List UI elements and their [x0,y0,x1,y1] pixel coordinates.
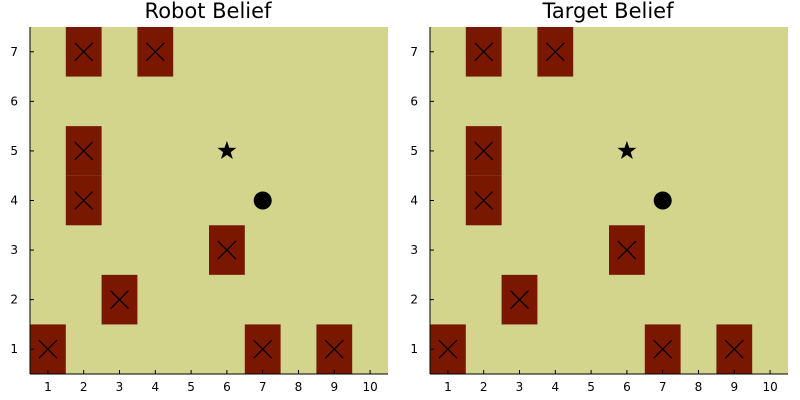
y-tick-label: 4 [10,194,18,208]
obstacle-cell [245,324,281,374]
y-tick-label: 3 [410,243,418,257]
x-tick-label: 3 [516,380,524,394]
obstacle-cell [716,324,752,374]
obstacle-cell [66,176,102,226]
y-tick-label: 2 [10,293,18,307]
circle-marker [254,192,272,210]
y-tick-label: 5 [410,144,418,158]
x-tick-label: 4 [551,380,559,394]
obstacle-cell [209,225,245,275]
panel-1: 1 2 3 4 5 6 7 8 9 10 1 2 3 4 5 6 7 Robot Belief [10,0,388,394]
obstacle-cell [66,27,102,77]
obstacle-cell [137,27,173,77]
y-tick-label: 7 [10,45,18,59]
obstacle-cell [466,126,502,176]
x-tick-label: 8 [295,380,303,394]
obstacle-cell [66,126,102,176]
x-tick-label: 8 [695,380,703,394]
y-tick-label: 3 [10,243,18,257]
x-tick-label: 9 [330,380,338,394]
obstacle-cell [430,324,466,374]
y-tick-label: 1 [10,342,18,356]
obstacle-cell [502,275,538,325]
y-tick-label: 7 [410,45,418,59]
chart-title: Robot Belief [145,0,272,23]
panel-2: 1 2 3 4 5 6 7 8 9 10 1 2 3 4 5 6 7 Target Belief [410,0,788,394]
x-tick-label: 5 [187,380,195,394]
y-tick-label: 2 [410,293,418,307]
obstacle-cell [537,27,573,77]
x-tick-label: 6 [623,380,631,394]
x-tick-label: 1 [44,380,52,394]
x-tick-label: 7 [659,380,667,394]
x-tick-label: 1 [444,380,452,394]
x-tick-label: 10 [362,380,377,394]
chart-title: Target Belief [542,0,675,23]
obstacle-cell [645,324,681,374]
y-tick-label: 4 [410,194,418,208]
y-tick-label: 5 [10,144,18,158]
obstacle-cell [102,275,138,325]
circle-marker [654,192,672,210]
x-tick-label: 2 [80,380,88,394]
x-tick-label: 10 [762,380,777,394]
x-tick-label: 9 [730,380,738,394]
x-tick-label: 6 [223,380,231,394]
obstacle-cell [609,225,645,275]
obstacle-cell [30,324,66,374]
obstacle-cell [316,324,352,374]
y-tick-label: 6 [10,94,18,108]
x-tick-label: 5 [587,380,595,394]
obstacle-cell [466,27,502,77]
x-tick-label: 3 [116,380,124,394]
y-tick-label: 1 [410,342,418,356]
x-tick-label: 4 [151,380,159,394]
x-tick-label: 7 [259,380,267,394]
obstacle-cell [466,176,502,226]
y-tick-label: 6 [410,94,418,108]
x-tick-label: 2 [480,380,488,394]
